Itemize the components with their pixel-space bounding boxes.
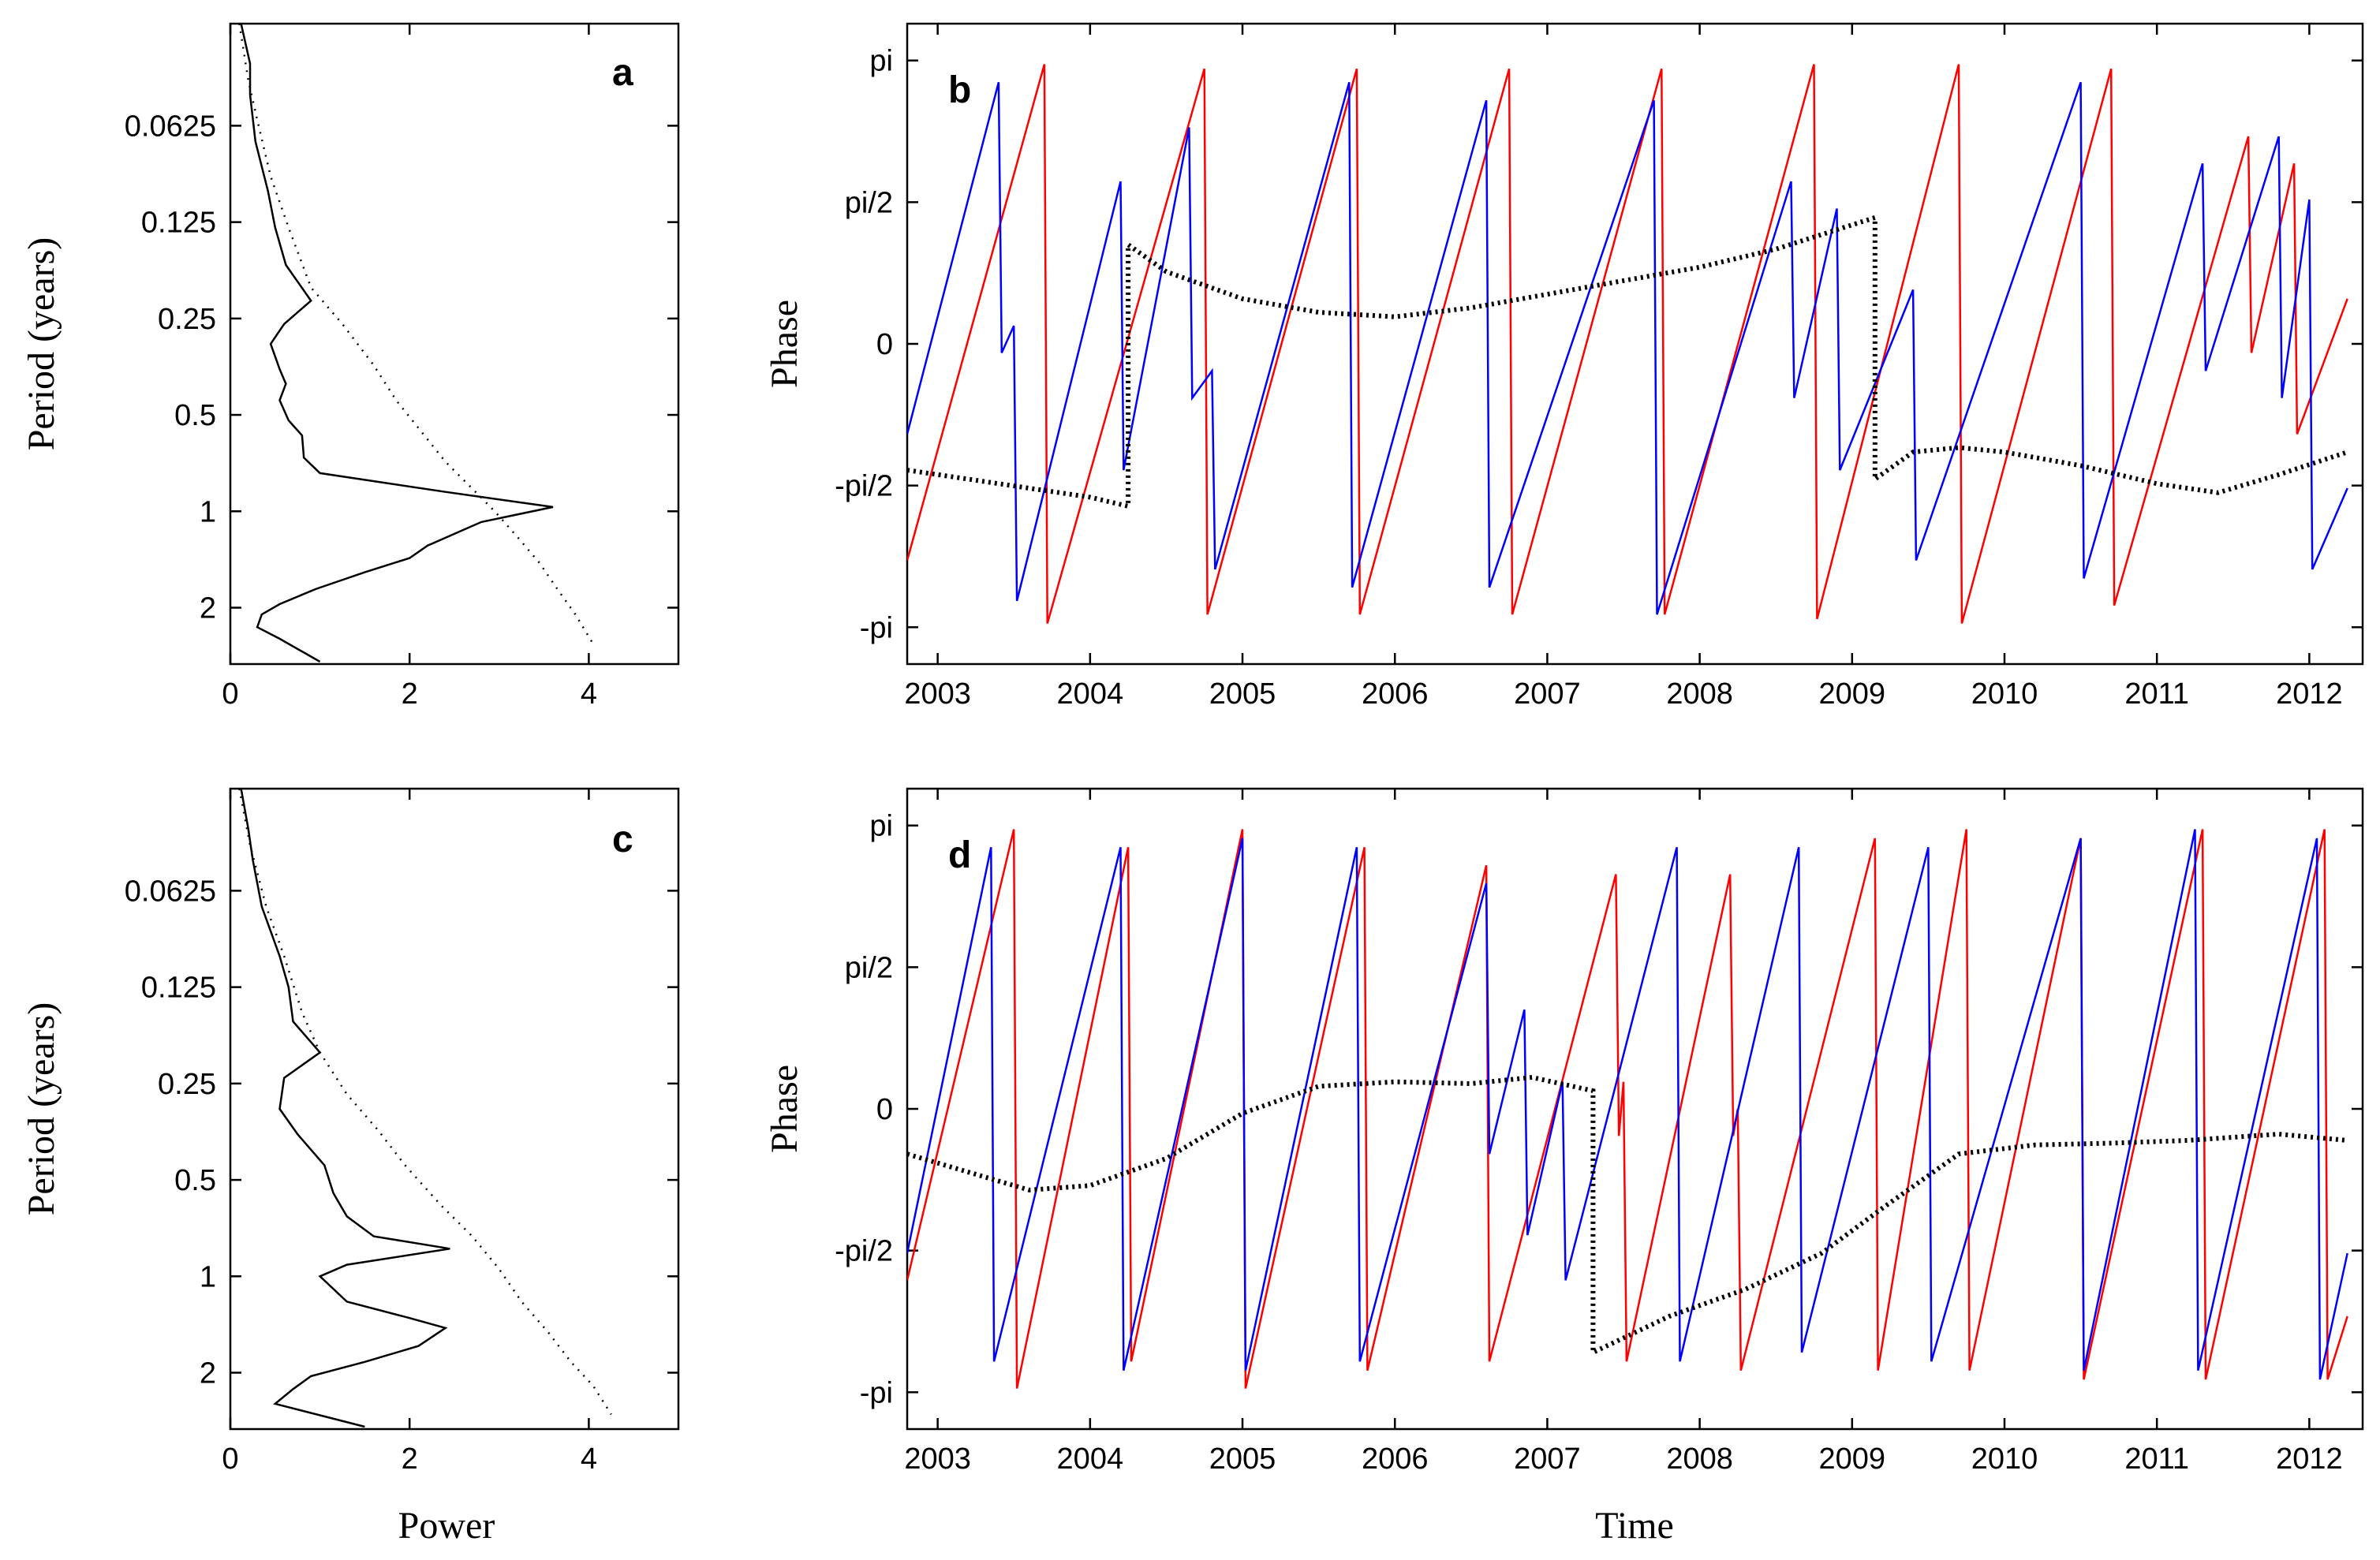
y-tick-label-a-5: 2 — [200, 592, 216, 625]
y-tick-label-d-3: -pi/2 — [835, 1235, 893, 1268]
y-tick-label-b-0: pi — [869, 45, 893, 78]
x-tick-label-c-0: 0 — [222, 1442, 238, 1476]
x-tick-label-d-4: 2007 — [1514, 1442, 1581, 1476]
series-c-global-wavelet-power — [240, 789, 450, 1428]
panel-a-frame — [229, 22, 680, 666]
panel-c-frame — [229, 787, 680, 1431]
y-tick-label-a-4: 1 — [200, 495, 216, 528]
time-axis-title: Time — [1595, 1505, 1674, 1547]
y-tick-label-d-4: -pi — [860, 1376, 893, 1409]
y-tick-label-c-0: 0.0625 — [125, 875, 216, 908]
panel-b-plot: 2003 2004 2005 2006 2007 2008 2009 2010 2011 2012… — [835, 24, 2363, 711]
y-tick-label-b-4: -pi — [860, 611, 893, 644]
series-c-significance-level — [238, 789, 612, 1416]
panel-a-plot: 0 2 4 0.0625 0.125 0.25 0.5 1 2 — [125, 24, 678, 711]
x-tick-label-d-5: 2008 — [1666, 1442, 1733, 1476]
x-tick-label-d-8: 2011 — [2124, 1442, 2189, 1476]
panel-a-letter: a — [612, 52, 633, 94]
y-tick-label-c-4: 1 — [200, 1260, 216, 1293]
period-axis-title-c: Period (years) — [21, 1002, 62, 1216]
x-tick-label-b-2: 2005 — [1209, 677, 1276, 711]
x-tick-label-d-0: 2003 — [904, 1442, 971, 1476]
x-tick-label-b-4: 2007 — [1514, 677, 1581, 711]
x-tick-label-b-5: 2008 — [1666, 677, 1733, 711]
y-tick-label-c-2: 0.25 — [158, 1068, 216, 1101]
phase-axis-title-b: Phase — [764, 300, 805, 388]
series-a-global-wavelet-power — [240, 24, 554, 663]
panel-b: 2003 2004 2005 2006 2007 2008 2009 2010 2011 2012… — [835, 22, 2364, 711]
panel-a: 0 2 4 0.0625 0.125 0.25 0.5 1 2 a — [125, 22, 680, 711]
series-a-significance-level — [238, 24, 595, 645]
y-tick-label-a-0: 0.0625 — [125, 110, 216, 143]
x-tick-label-d-7: 2010 — [1971, 1442, 2038, 1476]
series-d-phase-2 — [907, 829, 2348, 1380]
x-tick-label-b-3: 2006 — [1362, 677, 1429, 711]
y-tick-label-b-3: -pi/2 — [835, 470, 893, 503]
panel-d: 2003 2004 2005 2006 2007 2008 2009 2010 2011 2012… — [835, 787, 2364, 1476]
x-tick-label-a-0: 0 — [222, 677, 238, 711]
phase-axis-title-d: Phase — [764, 1065, 805, 1153]
x-tick-label-a-1: 2 — [402, 677, 418, 711]
x-tick-label-b-1: 2004 — [1057, 677, 1124, 711]
series-d-phase-difference — [907, 1074, 2348, 1357]
x-tick-label-b-8: 2011 — [2124, 677, 2189, 711]
panel-c-letter: c — [612, 819, 633, 860]
y-tick-label-a-1: 0.125 — [141, 207, 216, 240]
x-tick-label-b-7: 2010 — [1971, 677, 2038, 711]
series-b-phase-1 — [907, 64, 2348, 624]
y-tick-label-a-2: 0.25 — [158, 303, 216, 336]
y-tick-label-c-5: 2 — [200, 1357, 216, 1390]
x-tick-label-b-9: 2012 — [2276, 677, 2343, 711]
panel-c-plot: 0 2 4 0.0625 0.125 0.25 0.5 1 2 — [125, 789, 678, 1476]
period-axis-title-a: Period (years) — [21, 237, 62, 451]
x-tick-label-a-2: 4 — [581, 677, 597, 711]
y-tick-label-d-0: pi — [869, 810, 893, 843]
y-tick-label-a-3: 0.5 — [174, 399, 216, 432]
panel-c: 0 2 4 0.0625 0.125 0.25 0.5 1 2 c — [125, 787, 680, 1476]
y-tick-label-c-1: 0.125 — [141, 972, 216, 1005]
x-tick-label-d-9: 2012 — [2276, 1442, 2343, 1476]
x-tick-label-d-3: 2006 — [1362, 1442, 1429, 1476]
x-tick-label-b-6: 2009 — [1819, 677, 1886, 711]
y-tick-label-b-2: 0 — [876, 328, 893, 361]
x-tick-label-d-2: 2005 — [1209, 1442, 1276, 1476]
panel-d-letter: d — [948, 834, 971, 876]
x-tick-label-d-1: 2004 — [1057, 1442, 1124, 1476]
power-axis-title: Power — [398, 1505, 495, 1547]
x-tick-label-c-2: 4 — [581, 1442, 597, 1476]
series-b-phase-difference — [907, 214, 2348, 509]
x-tick-label-b-0: 2003 — [904, 677, 971, 711]
y-tick-label-b-1: pi/2 — [845, 186, 893, 219]
panel-d-plot: 2003 2004 2005 2006 2007 2008 2009 2010 2011 2012… — [835, 789, 2363, 1476]
y-tick-label-d-1: pi/2 — [845, 951, 893, 984]
y-tick-label-d-2: 0 — [876, 1093, 893, 1126]
y-tick-label-c-3: 0.5 — [174, 1164, 216, 1197]
x-tick-label-d-6: 2009 — [1819, 1442, 1886, 1476]
x-tick-label-c-1: 2 — [402, 1442, 418, 1476]
series-b-phase-2 — [907, 81, 2348, 615]
panel-b-letter: b — [948, 69, 971, 111]
